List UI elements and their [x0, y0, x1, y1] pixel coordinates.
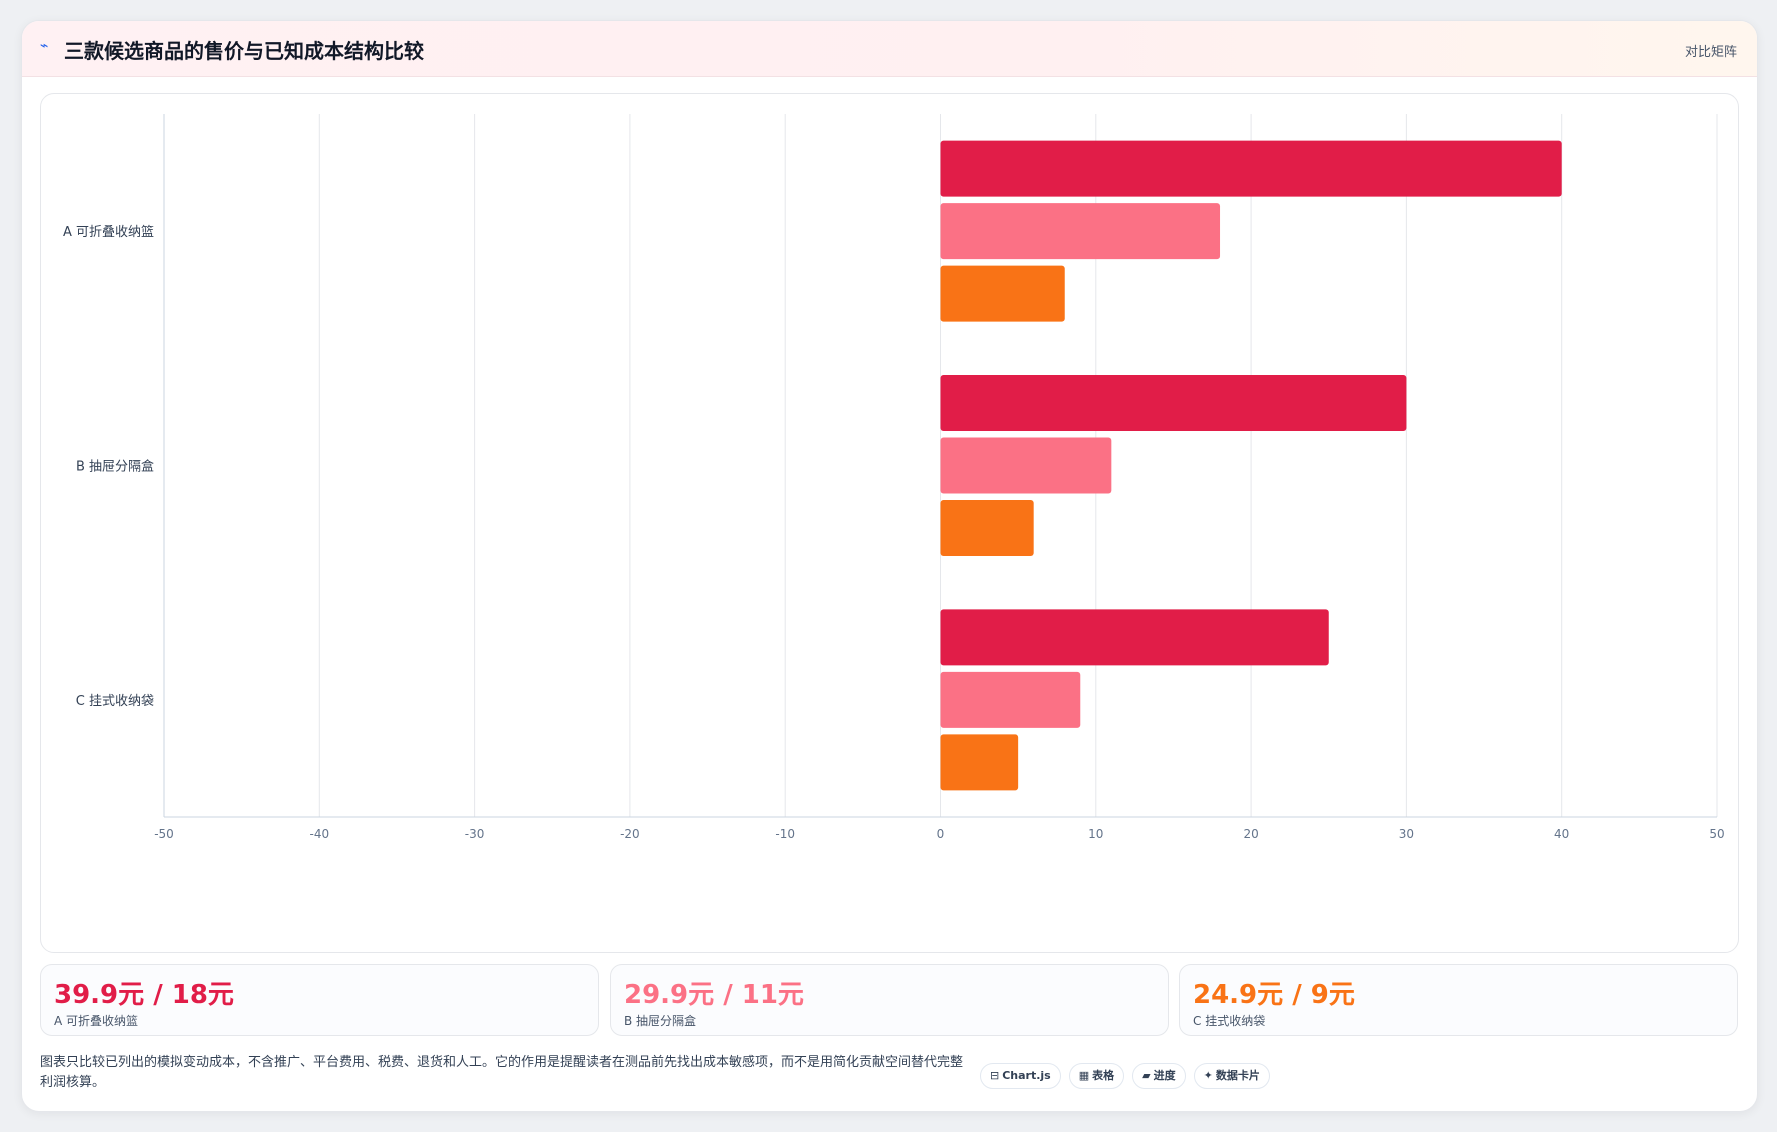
x-tick-label: -10	[775, 827, 795, 841]
panel-tag: 对比矩阵	[1684, 45, 1737, 60]
y-tick-label: A 可折叠收纳篮	[63, 225, 154, 240]
chip-label: Chart.js	[1002, 1069, 1051, 1082]
chip-label: 数据卡片	[1215, 1069, 1260, 1082]
card-value: 29.9元 / 11元	[624, 980, 804, 1010]
chip-data-cards[interactable]: ✦ 数据卡片	[1193, 1063, 1270, 1089]
chart-container: -50 -40 -30 -20 -10 0 10 20 30 40 50 A 可折叠收纳篮 B 抽屉分隔…	[40, 93, 1739, 953]
chip-label: 进度	[1153, 1069, 1176, 1082]
chip-progress[interactable]: ▰ 进度	[1132, 1063, 1186, 1089]
progress-icon: ▰	[1142, 1069, 1151, 1082]
card-value: 39.9元 / 18元	[54, 980, 234, 1010]
x-tick-label: -40	[309, 827, 329, 841]
feature-chips: ⊟ Chart.js ▦ 表格 ▰ 进度 ✦ 数据卡片	[980, 1063, 1278, 1091]
bar	[940, 140, 1562, 197]
x-tick-label: -30	[465, 827, 485, 841]
card-value: 24.9元 / 9元	[1193, 980, 1355, 1010]
chip-chartjs[interactable]: ⊟ Chart.js	[980, 1063, 1061, 1089]
data-cards: 39.9元 / 18元 A 可折叠收纳篮 29.9元 / 11元 B 抽屉分隔盒…	[40, 964, 1738, 1036]
x-tick-label: 40	[1554, 827, 1569, 841]
data-card-c: 24.9元 / 9元 C 挂式收纳袋	[1179, 964, 1738, 1036]
chart-panel: ⌁ 三款候选商品的售价与已知成本结构比较 对比矩阵 -50 -40 -30 -20 -1…	[21, 20, 1758, 1112]
chip-label: 表格	[1092, 1069, 1115, 1082]
bar	[940, 609, 1329, 666]
y-tick-label: B 抽屉分隔盒	[76, 459, 154, 475]
data-card-a: 39.9元 / 18元 A 可折叠收纳篮	[40, 964, 599, 1036]
table-icon: ▦	[1078, 1069, 1090, 1082]
card-label: A 可折叠收纳篮	[54, 1014, 139, 1028]
card-label: B 抽屉分隔盒	[624, 1014, 697, 1028]
bar	[940, 734, 1019, 791]
bar	[940, 437, 1112, 494]
x-tick-label: 20	[1243, 827, 1258, 841]
bar-chart: -50 -40 -30 -20 -10 0 10 20 30 40 50 A 可折叠收纳篮 B 抽屉分隔…	[63, 114, 1725, 841]
x-tick-label: 50	[1709, 827, 1724, 841]
bar	[940, 375, 1407, 431]
bar	[940, 203, 1221, 260]
sparkle-icon: ✦	[1203, 1069, 1213, 1082]
chart-icon: ⊟	[990, 1069, 1000, 1082]
bar	[940, 500, 1034, 556]
bar	[940, 265, 1065, 322]
chart-line-icon: ⌁	[40, 38, 49, 54]
x-tick-label: -20	[620, 827, 640, 841]
x-tick-label: 30	[1399, 827, 1414, 841]
x-tick-label: 10	[1088, 827, 1103, 841]
chip-table[interactable]: ▦ 表格	[1068, 1063, 1125, 1089]
chart-note: 图表只比较已列出的模拟变动成本，不含推广、平台费用、税费、退货和人工。它的作用是…	[40, 1055, 964, 1090]
x-tick-label: -50	[154, 827, 174, 841]
panel-title: 三款候选商品的售价与已知成本结构比较	[64, 39, 424, 63]
x-tick-label: 0	[937, 827, 945, 841]
data-card-b: 29.9元 / 11元 B 抽屉分隔盒	[610, 964, 1169, 1036]
y-tick-label: C 挂式收纳袋	[76, 694, 154, 709]
card-label: C 挂式收纳袋	[1193, 1014, 1266, 1028]
bar	[940, 671, 1081, 728]
panel-header: ⌁ 三款候选商品的售价与已知成本结构比较 对比矩阵	[22, 21, 1757, 77]
